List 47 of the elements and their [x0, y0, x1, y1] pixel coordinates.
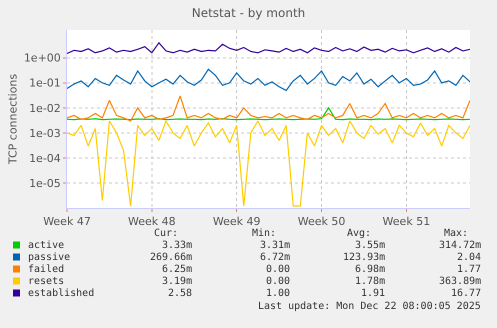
text: 3.31m — [260, 240, 290, 251]
legend-label: established — [28, 288, 94, 299]
text: 123.93m — [343, 252, 386, 263]
x-tick-label: Week 48 — [128, 215, 176, 228]
text: 314.72m — [439, 240, 482, 251]
text: 3.19m — [162, 276, 192, 287]
text: 1.78m — [355, 276, 386, 287]
y-tick-label: 1e-02 — [29, 102, 61, 115]
x-tick-label: Week 50 — [298, 215, 346, 228]
text: 6.98m — [355, 264, 386, 275]
legend-label: passive — [28, 252, 70, 263]
legend-label: resets — [28, 276, 64, 287]
line-series — [67, 68, 470, 92]
text: 0.00 — [266, 264, 290, 275]
text: Max: — [444, 228, 468, 239]
text: 1.00 — [266, 288, 290, 299]
text: Last update: Mon Dec 22 08:00:05 2025 — [258, 301, 481, 312]
x-tick-label: Week 47 — [43, 215, 91, 228]
text: 0.00 — [266, 276, 290, 287]
text: Cur: — [154, 228, 178, 239]
y-tick-label: 1e-04 — [29, 152, 61, 165]
text: 16.77 — [451, 288, 482, 299]
text: Min: — [252, 228, 276, 239]
legend-label: failed — [28, 264, 64, 275]
text: 269.66m — [150, 252, 192, 263]
y-axis-title: TCP connections — [6, 74, 20, 166]
text: 3.33m — [162, 240, 192, 251]
chart-title: Netstat - by month — [192, 6, 306, 20]
x-tick-label: Week 51 — [382, 215, 430, 228]
text: 363.89m — [439, 276, 482, 287]
text: 2.58 — [168, 288, 192, 299]
y-tick-label: 1e-05 — [29, 176, 61, 190]
y-tick-label: 1e+00 — [24, 52, 61, 65]
text: Avg: — [347, 228, 372, 239]
text: 2.04 — [457, 252, 482, 263]
y-tick-label: 1e-01 — [29, 76, 61, 90]
line-series — [67, 107, 470, 120]
text: 3.55m — [355, 240, 386, 251]
text: 1.77 — [457, 264, 482, 275]
text: 6.25m — [162, 264, 192, 275]
text: 1.91 — [361, 288, 386, 299]
y-tick-label: 1e-03 — [29, 126, 61, 140]
line-series — [67, 42, 470, 54]
legend-label: active — [28, 240, 64, 251]
text: 6.72m — [260, 252, 290, 263]
x-tick-label: Week 49 — [212, 215, 260, 228]
line-series — [67, 95, 470, 122]
